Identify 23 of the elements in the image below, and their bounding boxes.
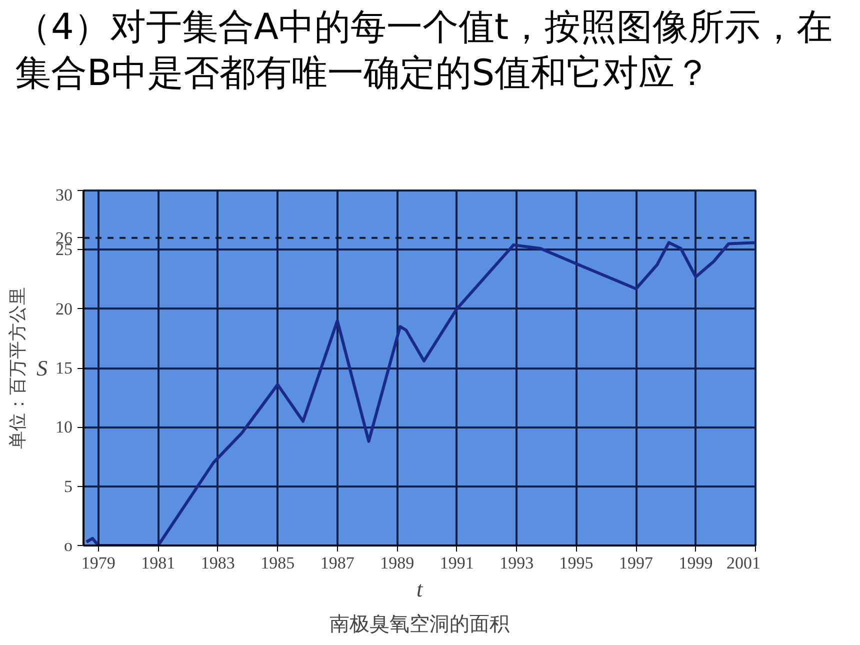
y-tick-label: 30 [56, 186, 72, 204]
x-tick-label: 1987 [320, 554, 355, 572]
x-tick-label: 1983 [200, 554, 235, 572]
y-tick-label: 10 [56, 418, 72, 437]
x-tick-label: 1981 [141, 554, 176, 572]
x-tick-label: 1989 [380, 554, 414, 572]
y-axis-title: S [36, 356, 48, 380]
chart-title: （4）对于集合A中的每一个值t，按照图像所示，在集合B中是否都有唯一确定的S值和它对应？ [15, 6, 834, 96]
text: 单位：百万平方公里 [8, 287, 28, 449]
x-tick-label: 1979 [81, 554, 116, 572]
y-tick-label: o [64, 536, 72, 555]
x-axis-title: t [416, 576, 424, 602]
x-tick-label: 1999 [678, 554, 713, 572]
text: 南极臭氧空洞的面积 [330, 612, 510, 636]
x-tick-label: 1997 [619, 554, 654, 572]
y-tick-label: 20 [56, 299, 72, 318]
y-tick-label: 5 [64, 476, 72, 496]
x-tick-label: 1993 [500, 554, 534, 572]
x-tick-label: 2001 [726, 554, 760, 572]
x-tick-label: 1985 [260, 554, 295, 572]
x-tick-label: 1995 [559, 554, 594, 572]
x-tick-label: 1991 [440, 554, 474, 572]
y-tick-label: 15 [56, 358, 72, 378]
